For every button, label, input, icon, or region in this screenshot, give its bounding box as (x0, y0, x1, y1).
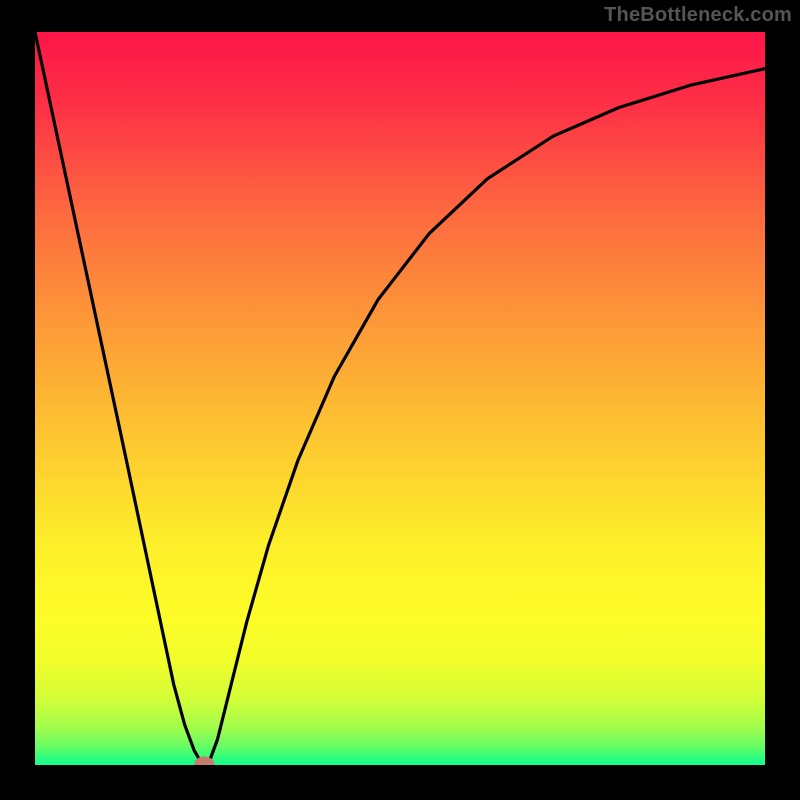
plot-svg (35, 32, 765, 765)
chart-frame: TheBottleneck.com (0, 0, 800, 800)
gradient-background (35, 32, 765, 765)
plot-area (35, 32, 765, 765)
watermark-text: TheBottleneck.com (604, 4, 792, 27)
